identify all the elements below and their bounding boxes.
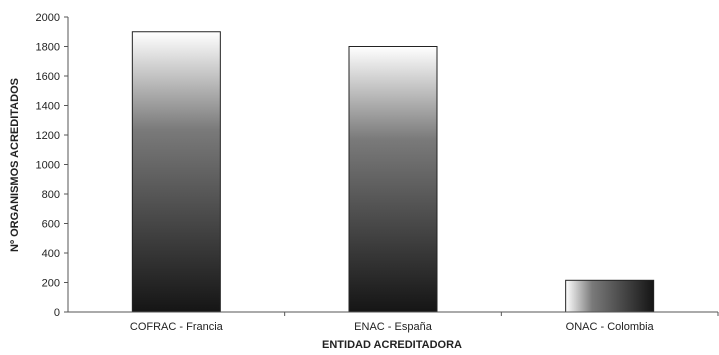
y-tick-label: 1200 <box>36 130 60 142</box>
bar-0 <box>131 31 221 313</box>
y-tick-label: 1000 <box>36 160 60 172</box>
y-tick-label: 2000 <box>36 12 60 24</box>
x-category-label: ONAC - Colombia <box>566 321 655 333</box>
y-tick-label: 400 <box>42 248 60 260</box>
bar-2 <box>565 279 655 313</box>
y-tick-label: 1800 <box>36 42 60 54</box>
x-category-label: COFRAC - Francia <box>130 321 224 333</box>
y-tick-label: 200 <box>42 278 60 290</box>
x-axis: COFRAC - Francia ENAC - España ONAC - Colo… <box>68 311 719 333</box>
bars <box>131 31 655 313</box>
y-axis: 0 200 400 600 800 1000 1200 1400 1600 1800 2000 <box>36 12 69 319</box>
y-tick-label: 800 <box>42 189 60 201</box>
x-axis-title: ENTIDAD ACREDITADORA <box>322 339 462 350</box>
y-tick-label: 600 <box>42 219 60 231</box>
y-tick-label: 1600 <box>36 71 60 83</box>
x-category-label: ENAC - España <box>354 321 433 333</box>
y-tick-label: 1400 <box>36 101 60 113</box>
y-axis-title: Nº ORGANISMOS ACREDITADOS <box>9 78 21 252</box>
bar-1 <box>348 46 438 313</box>
y-tick-label: 0 <box>54 307 60 319</box>
